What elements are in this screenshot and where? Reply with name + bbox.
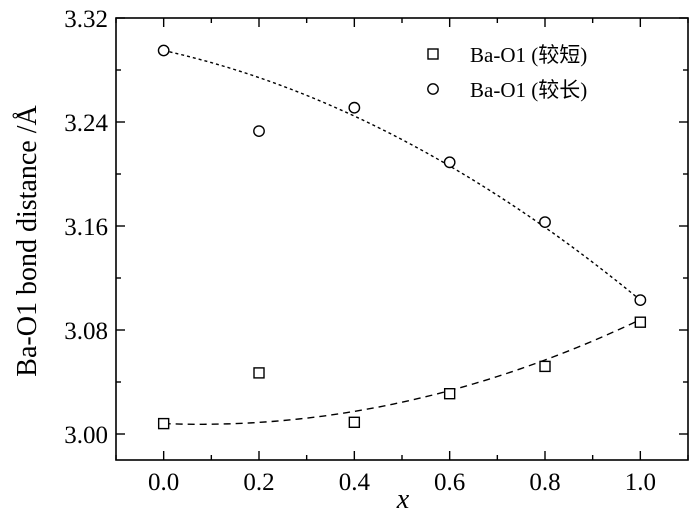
x-tick-label: 0.0 [148, 469, 179, 496]
legend-label-2: Ba-O1 (较长) [470, 78, 587, 102]
data-point-series-1 [157, 417, 170, 430]
legend: Ba-O1 (较短) Ba-O1 (较长) [427, 43, 587, 102]
x-axis-ticks: 0.0 0.2 0.4 0.6 0.8 1.0 [115, 18, 689, 496]
x-tick-label: 0.6 [434, 469, 465, 496]
data-point-series-1 [443, 388, 456, 400]
x-tick-label: 0.8 [529, 469, 560, 496]
legend-label-1: Ba-O1 (较短) [470, 43, 587, 67]
plot-frame [115, 17, 689, 461]
plot-border [115, 17, 689, 461]
data-point-series-2 [157, 44, 170, 57]
x-tick-label: 1.0 [625, 469, 656, 496]
data-point-series-2 [443, 156, 456, 169]
x-tick-label: 0.4 [339, 469, 371, 496]
data-point-series-1 [634, 316, 647, 328]
x-tick-label: 0.2 [243, 469, 274, 496]
fit-curves [163, 49, 641, 425]
y-axis-ticks: 3.00 3.08 3.16 3.24 3.32 [64, 6, 688, 449]
legend-marker-1 [427, 48, 439, 60]
data-point-series-2 [348, 101, 361, 114]
y-tick-label: 3.00 [64, 422, 108, 449]
x-axis-title: x [396, 484, 410, 515]
y-tick-label: 3.24 [64, 110, 108, 137]
data-points [157, 44, 647, 430]
legend-marker-2 [427, 83, 439, 95]
data-point-series-2 [253, 125, 265, 138]
y-tick-label: 3.08 [64, 318, 108, 345]
data-point-series-2 [539, 216, 551, 229]
fit-curve-1 [163, 318, 641, 425]
y-axis-title: Ba-O1 bond distance /Å [12, 105, 43, 377]
data-point-series-1 [253, 367, 265, 379]
y-tick-label: 3.32 [64, 6, 108, 33]
data-point-series-1 [348, 416, 361, 428]
data-point-series-1 [539, 360, 551, 373]
data-point-series-2 [634, 294, 647, 306]
y-tick-label: 3.16 [64, 214, 108, 241]
